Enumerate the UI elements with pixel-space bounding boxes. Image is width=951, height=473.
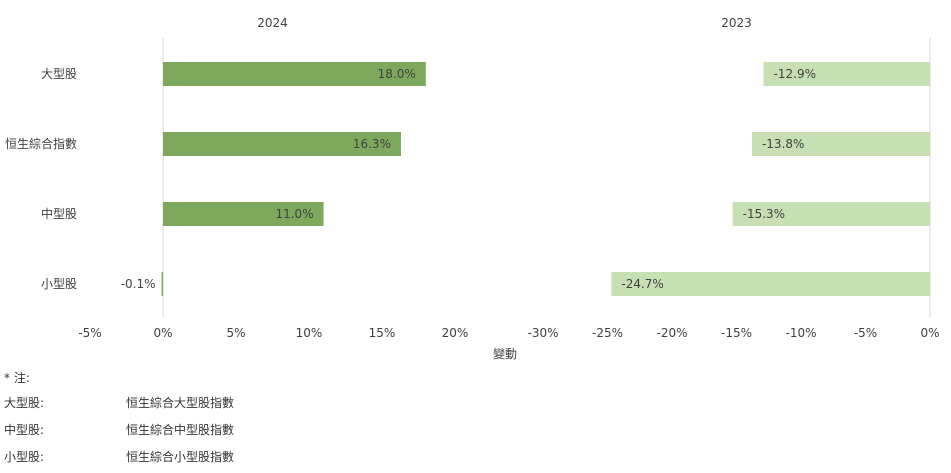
note-small-cap: 小型股: 恒生綜合小型股指數: [4, 444, 234, 471]
data-label: -12.9%: [774, 67, 816, 81]
note-key: 小型股:: [4, 450, 45, 464]
note-large-cap: 大型股: 恒生綜合大型股指數: [4, 390, 234, 417]
category-label: 中型股: [41, 206, 77, 221]
data-label: -15.3%: [743, 207, 785, 221]
data-label: 11.0%: [275, 207, 313, 221]
bar-2024: [161, 272, 164, 296]
data-label: 18.0%: [378, 67, 416, 81]
category-label: 小型股: [41, 277, 77, 291]
x-tick-label: 10%: [296, 326, 323, 340]
x-tick-label: 0%: [920, 326, 939, 340]
bar-2024: [163, 62, 426, 86]
data-label: -13.8%: [762, 137, 804, 151]
data-label: -24.7%: [621, 277, 663, 291]
x-tick-label: -10%: [785, 326, 816, 340]
note-mid-cap: 中型股: 恒生綜合中型股指數: [4, 417, 234, 444]
note-key: 大型股:: [4, 396, 45, 410]
panel-title-2023: 2023: [721, 16, 752, 30]
note-value: 恒生綜合小型股指數: [126, 450, 235, 464]
data-label: -0.1%: [121, 277, 156, 291]
x-tick-label: -25%: [592, 326, 623, 340]
data-label: 16.3%: [353, 137, 391, 151]
bar-2023: [732, 202, 930, 226]
bar-2023: [611, 272, 930, 296]
note-value: 恒生綜合大型股指數: [126, 396, 235, 410]
notes-heading: * 注:: [4, 371, 30, 385]
x-tick-label: 5%: [226, 326, 245, 340]
x-tick-label: -5%: [78, 326, 101, 340]
x-tick-label: -30%: [527, 326, 558, 340]
note-key: 中型股:: [4, 423, 45, 437]
bar-2024: [163, 202, 324, 226]
footnotes: * 注: 大型股: 恒生綜合大型股指數 中型股: 恒生綜合中型股指數 小型股: 恒生綜…: [4, 368, 234, 471]
x-tick-label: 0%: [153, 326, 172, 340]
x-tick-label: 15%: [369, 326, 396, 340]
panel-title-2024: 2024: [257, 16, 288, 30]
bar-2024: [163, 132, 401, 156]
bar-2023: [751, 132, 930, 156]
x-tick-label: -5%: [854, 326, 877, 340]
category-label: 大型股: [41, 67, 77, 81]
category-label: 恒生綜合指數: [5, 136, 77, 151]
x-tick-label: 20%: [442, 326, 469, 340]
x-tick-label: -20%: [656, 326, 687, 340]
x-tick-label: -15%: [721, 326, 752, 340]
bar-2023: [763, 62, 930, 86]
x-axis-label: 變動: [493, 346, 517, 361]
note-value: 恒生綜合中型股指數: [126, 423, 235, 437]
